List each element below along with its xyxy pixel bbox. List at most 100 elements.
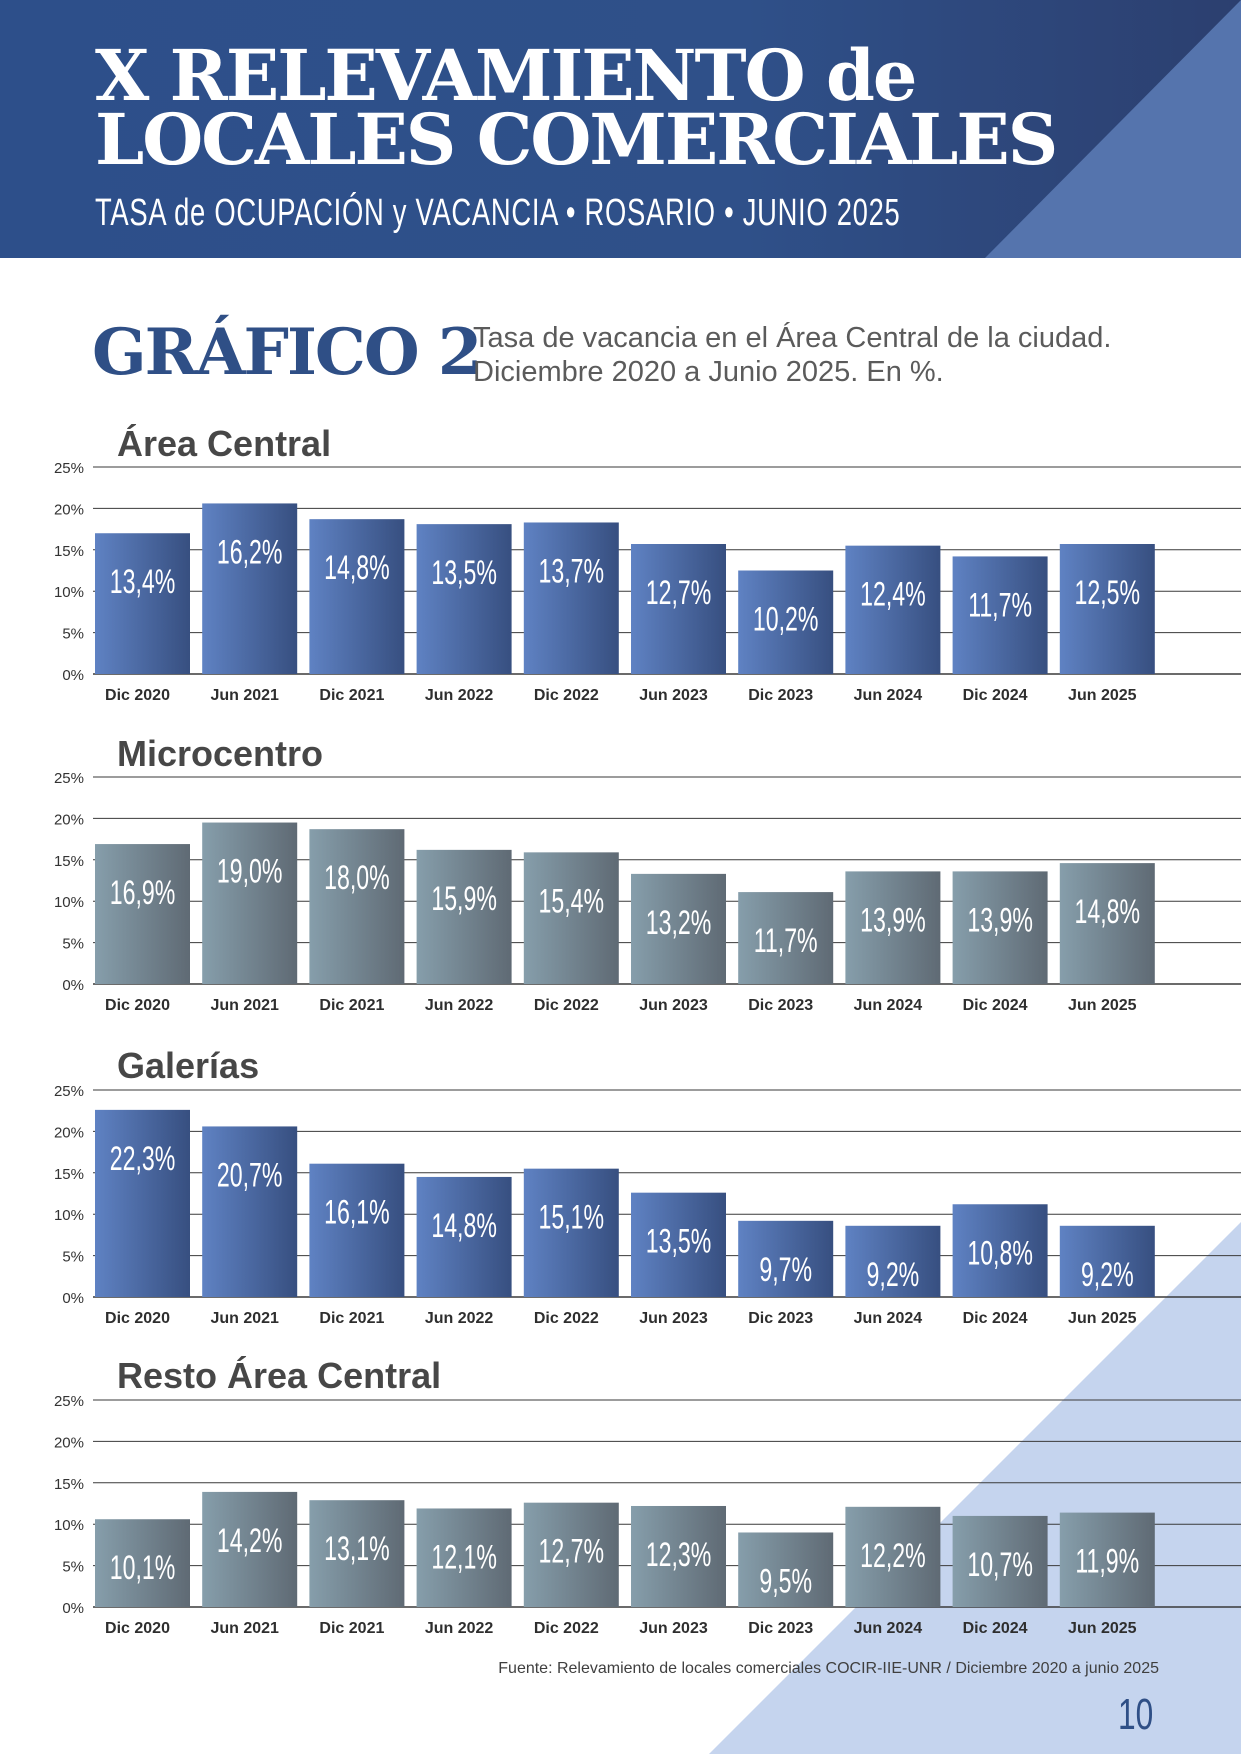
bar-value-label: 12,3%: [646, 1537, 712, 1574]
bar: [738, 1220, 834, 1297]
y-tick-label: 10%: [54, 1207, 84, 1224]
chart-panel-2: 0% 5% 10% 15% 20% 25% 16,9% Dic 2020 19,0% Jun 20…: [54, 770, 1241, 1014]
y-tick-label: 10%: [54, 1517, 84, 1534]
y-tick-label: 25%: [54, 1083, 84, 1100]
x-tick-label: Dic 2023: [748, 1620, 813, 1637]
report-subtitle: TASA de OCUPACIÓN y VACANCIA • ROSARIO •…: [95, 192, 901, 234]
bar: [631, 544, 726, 674]
bar: [95, 844, 190, 984]
bar: [416, 524, 512, 674]
x-tick-label: Jun 2022: [425, 1310, 494, 1327]
x-tick-label: Dic 2022: [534, 997, 599, 1014]
y-tick-label: 25%: [54, 770, 84, 787]
bar: [202, 1126, 298, 1297]
chart-number-label: GRÁFICO 2: [92, 315, 482, 390]
bar: [952, 556, 1048, 674]
y-tick-label: 15%: [54, 1166, 84, 1183]
bar-value-label: 19,0%: [217, 853, 283, 890]
bar: [845, 871, 941, 984]
x-tick-label: Dic 2020: [105, 1620, 170, 1637]
x-tick-label: Dic 2020: [105, 1310, 170, 1327]
bar: [952, 871, 1048, 984]
bar: [738, 892, 834, 984]
bar-value-label: 15,1%: [539, 1199, 605, 1236]
bar: [95, 533, 190, 674]
bar-value-label: 13,4%: [110, 564, 176, 601]
bar-value-label: 13,2%: [646, 905, 712, 942]
x-tick-label: Jun 2023: [639, 997, 708, 1014]
x-tick-label: Jun 2025: [1068, 997, 1137, 1014]
bar-value-label: 10,2%: [753, 601, 819, 638]
bar-value-label: 16,2%: [217, 534, 283, 571]
y-tick-label: 5%: [62, 626, 84, 643]
bar-value-label: 10,7%: [967, 1547, 1033, 1584]
x-tick-label: Dic 2023: [748, 1310, 813, 1327]
x-tick-label: Jun 2025: [1068, 687, 1137, 704]
bar: [952, 1515, 1048, 1607]
bar-value-label: 12,5%: [1075, 575, 1141, 612]
bar: [738, 1532, 834, 1607]
bar-value-label: 14,8%: [431, 1208, 497, 1245]
bar: [416, 849, 512, 984]
bar-value-label: 16,9%: [110, 875, 176, 912]
y-tick-label: 25%: [54, 1393, 84, 1410]
bar-value-label: 12,4%: [860, 576, 926, 613]
x-tick-label: Jun 2022: [425, 687, 494, 704]
y-tick-label: 5%: [62, 1559, 84, 1576]
bar-value-label: 15,4%: [539, 883, 605, 920]
y-tick-label: 10%: [54, 584, 84, 601]
bar: [95, 1519, 190, 1607]
x-tick-label: Dic 2021: [319, 1310, 384, 1327]
y-tick-label: 0%: [62, 667, 84, 684]
y-tick-label: 15%: [54, 543, 84, 560]
y-tick-label: 15%: [54, 853, 84, 870]
chart-panel-4: 0% 5% 10% 15% 20% 25% 10,1% Dic 2020 14,2% Jun 20…: [54, 1393, 1241, 1637]
bar: [202, 503, 298, 674]
page-number: 10: [1118, 1690, 1154, 1739]
bar: [309, 829, 405, 984]
x-tick-label: Jun 2021: [210, 1620, 279, 1637]
panel-title-area-central: Área Central: [117, 423, 332, 464]
bar: [416, 1176, 512, 1297]
bar-value-label: 9,7%: [759, 1252, 812, 1289]
y-tick-label: 10%: [54, 894, 84, 911]
bar-value-label: 14,8%: [324, 550, 390, 587]
x-tick-label: Dic 2021: [319, 997, 384, 1014]
bar-value-label: 9,2%: [1081, 1257, 1134, 1294]
x-tick-label: Dic 2021: [319, 687, 384, 704]
x-tick-label: Dic 2022: [534, 1310, 599, 1327]
report-title: X RELEVAMIENTO de LOCALES COMERCIALES: [95, 34, 1058, 181]
bar-value-label: 11,9%: [1075, 1543, 1139, 1580]
bar-value-label: 9,2%: [867, 1257, 920, 1294]
y-tick-label: 25%: [54, 460, 84, 477]
bar: [1059, 544, 1155, 674]
bar-value-label: 12,7%: [646, 575, 712, 612]
bar-value-label: 13,9%: [967, 902, 1033, 939]
y-tick-label: 0%: [62, 1290, 84, 1307]
x-tick-label: Jun 2024: [854, 1310, 923, 1327]
x-tick-label: Jun 2021: [210, 1310, 279, 1327]
bar: [631, 1505, 726, 1607]
x-tick-label: Dic 2024: [963, 1620, 1028, 1637]
bar-value-label: 13,7%: [539, 553, 605, 590]
bar: [416, 1508, 512, 1607]
bar-value-label: 11,7%: [968, 587, 1032, 624]
chart-panel-1: 0% 5% 10% 15% 20% 25% 13,4% Dic 2020 16,2% Jun 20…: [54, 460, 1241, 704]
bar-value-label: 16,1%: [324, 1194, 390, 1231]
bar-value-label: 12,1%: [431, 1539, 497, 1576]
bar-value-label: 13,1%: [324, 1531, 390, 1568]
panel-title-microcentro: Microcentro: [117, 733, 324, 774]
bar-value-label: 13,5%: [431, 555, 497, 592]
bar: [631, 873, 726, 984]
bar-value-label: 11,7%: [754, 923, 818, 960]
x-tick-label: Dic 2020: [105, 687, 170, 704]
chart-description: Tasa de vacancia en el Área Central de l…: [473, 321, 1213, 389]
bar-value-label: 20,7%: [217, 1157, 283, 1194]
x-tick-label: Jun 2024: [854, 687, 923, 704]
y-tick-label: 0%: [62, 977, 84, 994]
bar: [738, 570, 834, 674]
y-tick-label: 20%: [54, 1124, 84, 1141]
x-tick-label: Jun 2025: [1068, 1310, 1137, 1327]
bar: [631, 1192, 726, 1297]
x-tick-label: Jun 2022: [425, 997, 494, 1014]
